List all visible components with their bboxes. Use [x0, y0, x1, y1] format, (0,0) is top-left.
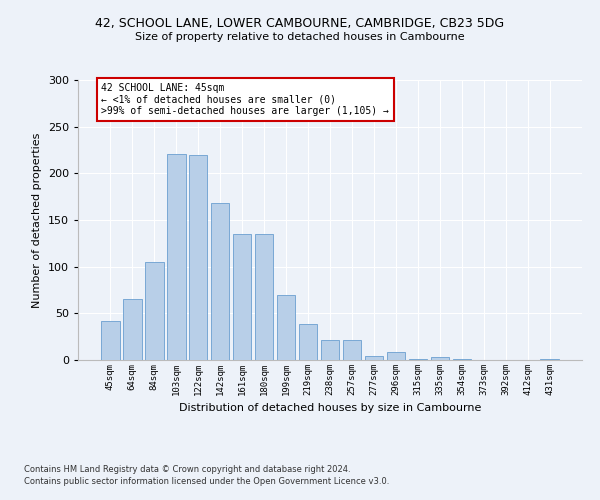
Text: 42 SCHOOL LANE: 45sqm
← <1% of detached houses are smaller (0)
>99% of semi-deta: 42 SCHOOL LANE: 45sqm ← <1% of detached …: [101, 83, 389, 116]
Bar: [167, 154, 185, 360]
Y-axis label: Number of detached properties: Number of detached properties: [32, 132, 42, 308]
Bar: [386, 352, 405, 360]
Bar: [452, 359, 471, 360]
Bar: [299, 324, 317, 360]
Text: Size of property relative to detached houses in Cambourne: Size of property relative to detached ho…: [135, 32, 465, 42]
Bar: [277, 294, 295, 360]
Bar: [255, 234, 274, 360]
Bar: [123, 300, 142, 360]
Bar: [409, 359, 427, 360]
Bar: [365, 356, 383, 360]
Bar: [211, 203, 229, 360]
Text: 42, SCHOOL LANE, LOWER CAMBOURNE, CAMBRIDGE, CB23 5DG: 42, SCHOOL LANE, LOWER CAMBOURNE, CAMBRI…: [95, 18, 505, 30]
Text: Contains HM Land Registry data © Crown copyright and database right 2024.: Contains HM Land Registry data © Crown c…: [24, 466, 350, 474]
Bar: [101, 321, 119, 360]
X-axis label: Distribution of detached houses by size in Cambourne: Distribution of detached houses by size …: [179, 404, 481, 413]
Bar: [145, 262, 164, 360]
Bar: [431, 357, 449, 360]
Bar: [320, 340, 340, 360]
Bar: [233, 234, 251, 360]
Text: Contains public sector information licensed under the Open Government Licence v3: Contains public sector information licen…: [24, 477, 389, 486]
Bar: [541, 359, 559, 360]
Bar: [343, 340, 361, 360]
Bar: [189, 154, 208, 360]
